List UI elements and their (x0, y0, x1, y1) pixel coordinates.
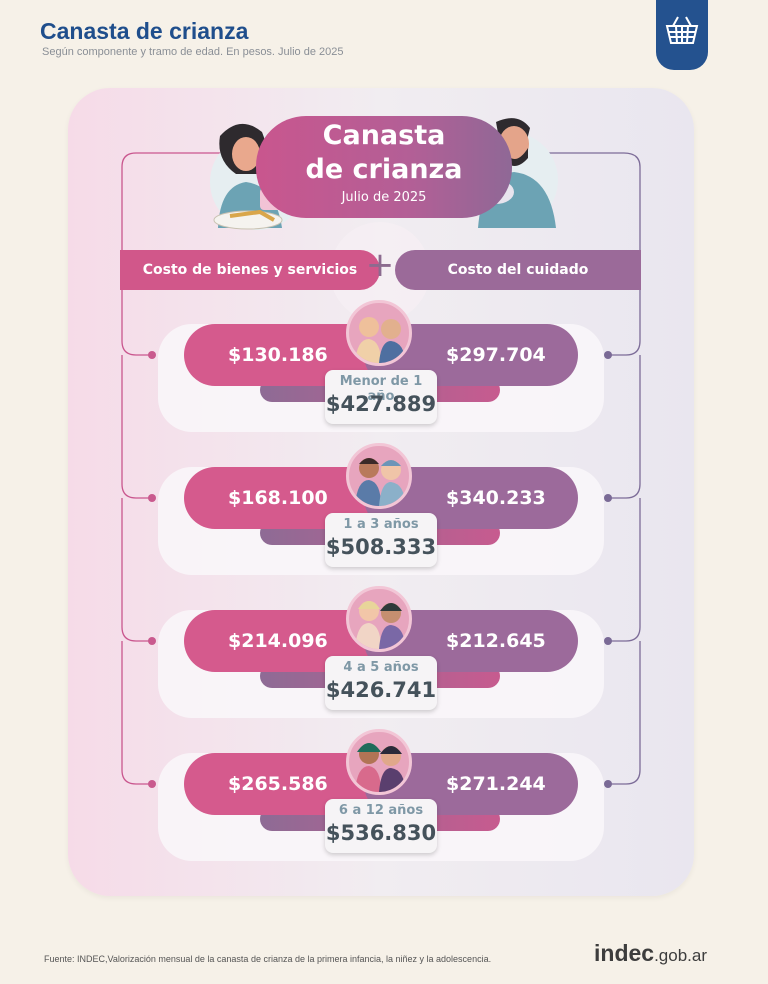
goods-cost-value: $214.096 (228, 630, 328, 652)
hero-title-line-1: Canasta (322, 120, 446, 151)
plus-icon: + (365, 245, 395, 285)
age-range-label: Menor de 1 año (339, 374, 423, 404)
children-avatar (346, 729, 412, 795)
dot-right (604, 637, 612, 645)
goods-cost-value: $168.100 (228, 487, 328, 509)
brand-suffix: .gob.ar (654, 946, 708, 965)
total-box: 6 a 12 años $536.830 (325, 799, 437, 853)
logo-badge (656, 0, 708, 70)
age-range-label: 4 a 5 años (343, 660, 419, 675)
dot-left (148, 494, 156, 502)
category-goods-label: Costo de bienes y servicios (120, 250, 380, 290)
children-illustration-icon (355, 743, 405, 792)
dot-right (604, 494, 612, 502)
dot-right (604, 780, 612, 788)
brand-logo: indec.gob.ar (594, 940, 707, 967)
care-cost-value: $297.704 (446, 344, 546, 366)
total-value: $536.830 (325, 821, 437, 845)
goods-cost-value: $130.186 (228, 344, 328, 366)
page-title: Canasta de crianza (40, 18, 249, 44)
category-care-label: Costo del cuidado (395, 250, 641, 290)
dot-left (148, 637, 156, 645)
hero-title-line-2: de crianza (305, 154, 463, 185)
children-illustration-icon (355, 458, 405, 506)
page-subtitle: Según componente y tramo de edad. En pes… (42, 46, 344, 58)
goods-cost-value: $265.586 (228, 773, 328, 795)
care-cost-value: $271.244 (446, 773, 546, 795)
children-avatar (346, 586, 412, 652)
care-cost-value: $212.645 (446, 630, 546, 652)
total-box: 1 a 3 años $508.333 (325, 513, 437, 567)
brand-main: indec (594, 940, 655, 966)
total-box: Menor de 1 año $427.889 (325, 370, 437, 424)
dot-left (148, 351, 156, 359)
total-value: $427.889 (325, 392, 437, 416)
hero-title-pill: Canasta de crianza Julio de 2025 (256, 116, 512, 218)
total-value: $426.741 (325, 678, 437, 702)
children-avatar (346, 300, 412, 366)
total-box: 4 a 5 años $426.741 (325, 656, 437, 710)
dot-left (148, 780, 156, 788)
children-illustration-icon (355, 317, 405, 363)
age-range-label: 1 a 3 años (343, 517, 419, 532)
total-value: $508.333 (325, 535, 437, 559)
age-range-label: 6 a 12 años (338, 803, 424, 818)
hero-date: Julio de 2025 (341, 190, 427, 205)
children-illustration-icon (355, 601, 405, 649)
care-cost-value: $340.233 (446, 487, 546, 509)
children-avatar (346, 443, 412, 509)
dot-right (604, 351, 612, 359)
source-note: Fuente: INDEC,Valorización mensual de la… (44, 954, 492, 964)
basket-icon (665, 16, 699, 44)
